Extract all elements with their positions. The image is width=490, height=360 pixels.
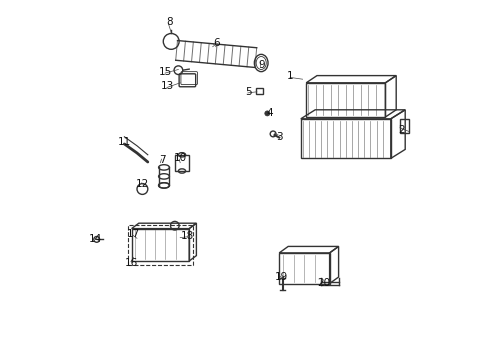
- Bar: [400, 119, 409, 133]
- Bar: [256, 88, 263, 94]
- Text: 10: 10: [173, 153, 187, 163]
- Text: 2: 2: [398, 125, 405, 135]
- Bar: [128, 225, 193, 265]
- Text: 1: 1: [287, 71, 294, 81]
- Text: 6: 6: [213, 38, 220, 48]
- Text: 11: 11: [118, 137, 131, 147]
- Text: 14: 14: [89, 234, 102, 244]
- Text: 20: 20: [318, 278, 331, 288]
- Text: 7: 7: [159, 155, 166, 165]
- Bar: [279, 253, 330, 284]
- Text: 18: 18: [181, 231, 194, 241]
- Text: 3: 3: [276, 132, 283, 142]
- Text: 12: 12: [136, 179, 149, 189]
- Circle shape: [265, 111, 270, 116]
- Text: 4: 4: [267, 108, 273, 118]
- Text: 8: 8: [166, 17, 172, 27]
- Text: 5: 5: [245, 87, 252, 97]
- Text: 19: 19: [274, 272, 288, 282]
- Text: 16: 16: [125, 258, 138, 268]
- Text: 13: 13: [161, 81, 174, 91]
- Bar: [175, 155, 189, 171]
- Bar: [132, 229, 189, 261]
- Text: 9: 9: [258, 60, 265, 70]
- Text: 15: 15: [159, 67, 172, 77]
- Text: 17: 17: [127, 229, 140, 239]
